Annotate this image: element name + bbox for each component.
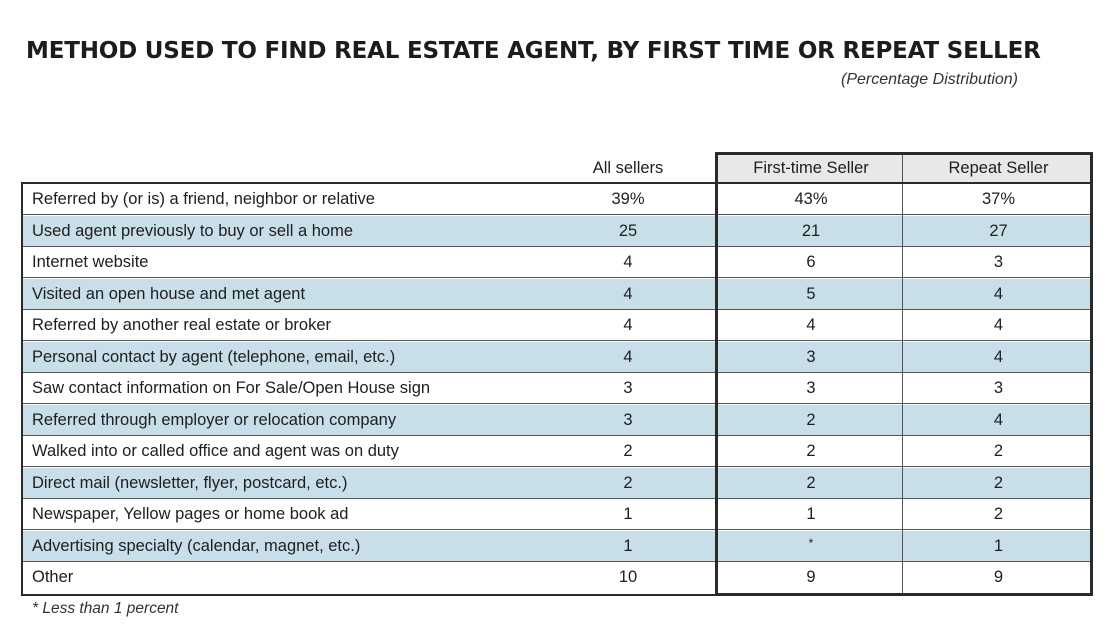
table-row: Personal contact by agent (telephone, em… <box>22 341 1092 373</box>
table-row: Referred through employer or relocation … <box>22 404 1092 436</box>
table-row: Visited an open house and met agent 4 5 4 <box>22 278 1092 310</box>
table-row: Used agent previously to buy or sell a h… <box>22 215 1092 247</box>
column-header-all-sellers: All sellers <box>592 159 664 177</box>
cell-repeat-seller: 4 <box>993 284 1004 303</box>
cell-all-sellers: 1 <box>623 505 633 523</box>
table-row: Direct mail (newsletter, flyer, postcard… <box>22 467 1092 499</box>
cell-first-time-seller: 2 <box>806 410 816 429</box>
column-divider <box>902 154 903 594</box>
cell-repeat-seller: 3 <box>993 253 1004 271</box>
cell-first-time-seller: 6 <box>806 253 816 271</box>
cell-repeat-seller: 2 <box>993 473 1004 492</box>
cell-first-time-seller: 43% <box>794 190 828 208</box>
cell-first-time-seller: 9 <box>806 568 816 586</box>
row-label: Used agent previously to buy or sell a h… <box>32 221 354 240</box>
row-label: Other <box>32 568 74 586</box>
row-label: Newspaper, Yellow pages or home book ad <box>32 505 349 523</box>
cell-repeat-seller: 3 <box>993 379 1004 397</box>
cell-all-sellers: 4 <box>623 316 633 334</box>
row-label: Direct mail (newsletter, flyer, postcard… <box>32 473 348 492</box>
page-title: METHOD USED TO FIND REAL ESTATE AGENT, B… <box>26 38 1041 64</box>
cell-all-sellers: 4 <box>623 347 633 366</box>
table-row: Referred by (or is) a friend, neighbor o… <box>22 184 1092 215</box>
cell-repeat-seller: 2 <box>993 442 1004 460</box>
table-row: Saw contact information on For Sale/Open… <box>22 373 1092 404</box>
row-label: Referred by (or is) a friend, neighbor o… <box>32 190 375 208</box>
row-label: Personal contact by agent (telephone, em… <box>32 347 396 366</box>
cell-first-time-seller: * <box>808 535 814 550</box>
footnote: * Less than 1 percent <box>32 600 179 617</box>
cell-first-time-seller: 2 <box>806 442 816 460</box>
cell-all-sellers: 1 <box>623 536 633 555</box>
table-row: Walked into or called office and agent w… <box>22 436 1092 467</box>
cell-all-sellers: 2 <box>623 473 633 492</box>
cell-all-sellers: 4 <box>623 253 633 271</box>
cell-all-sellers: 3 <box>623 410 633 429</box>
table-row: Newspaper, Yellow pages or home book ad 1… <box>22 499 1092 530</box>
subtitle: (Percentage Distribution) <box>841 71 1018 88</box>
cell-repeat-seller: 4 <box>993 410 1004 429</box>
cell-all-sellers: 39% <box>611 190 645 208</box>
cell-first-time-seller: 2 <box>806 473 816 492</box>
row-label: Referred by another real estate or broke… <box>32 316 331 334</box>
row-label: Visited an open house and met agent <box>32 284 306 303</box>
cell-repeat-seller: 4 <box>993 347 1004 366</box>
cell-all-sellers: 4 <box>623 284 633 303</box>
column-header-repeat-seller: Repeat Seller <box>905 153 1092 183</box>
table-header: All sellers First-time Seller Repeat Sel… <box>22 153 1092 183</box>
row-label: Saw contact information on For Sale/Open… <box>32 379 431 397</box>
cell-repeat-seller: 37% <box>981 190 1016 208</box>
cell-first-time-seller: 3 <box>806 347 816 366</box>
row-label: Internet website <box>32 253 149 271</box>
cell-repeat-seller: 1 <box>993 536 1004 555</box>
column-header-first-time-seller: First-time Seller <box>717 153 905 183</box>
cell-repeat-seller: 2 <box>993 505 1004 523</box>
cell-first-time-seller: 1 <box>806 505 816 523</box>
cell-all-sellers: 10 <box>618 568 638 586</box>
table-row: Referred by another real estate or broke… <box>22 310 1092 341</box>
cell-first-time-seller: 3 <box>806 379 816 397</box>
cell-repeat-seller: 27 <box>989 221 1008 240</box>
table-row: Advertising specialty (calendar, magnet,… <box>22 530 1092 562</box>
cell-all-sellers: 2 <box>623 442 633 460</box>
table-row: Internet website 4 6 3 <box>22 247 1092 278</box>
cell-repeat-seller: 4 <box>993 316 1004 334</box>
cell-first-time-seller: 4 <box>806 316 816 334</box>
row-label: Advertising specialty (calendar, magnet,… <box>32 536 361 555</box>
cell-all-sellers: 3 <box>623 379 633 397</box>
cell-first-time-seller: 5 <box>806 284 816 303</box>
cell-all-sellers: 25 <box>618 221 638 240</box>
table-row: Other 10 9 9 <box>22 562 1092 593</box>
cell-first-time-seller: 21 <box>801 221 821 240</box>
row-label: Walked into or called office and agent w… <box>32 442 399 460</box>
row-label: Referred through employer or relocation … <box>32 410 397 429</box>
cell-repeat-seller: 9 <box>993 568 1004 586</box>
